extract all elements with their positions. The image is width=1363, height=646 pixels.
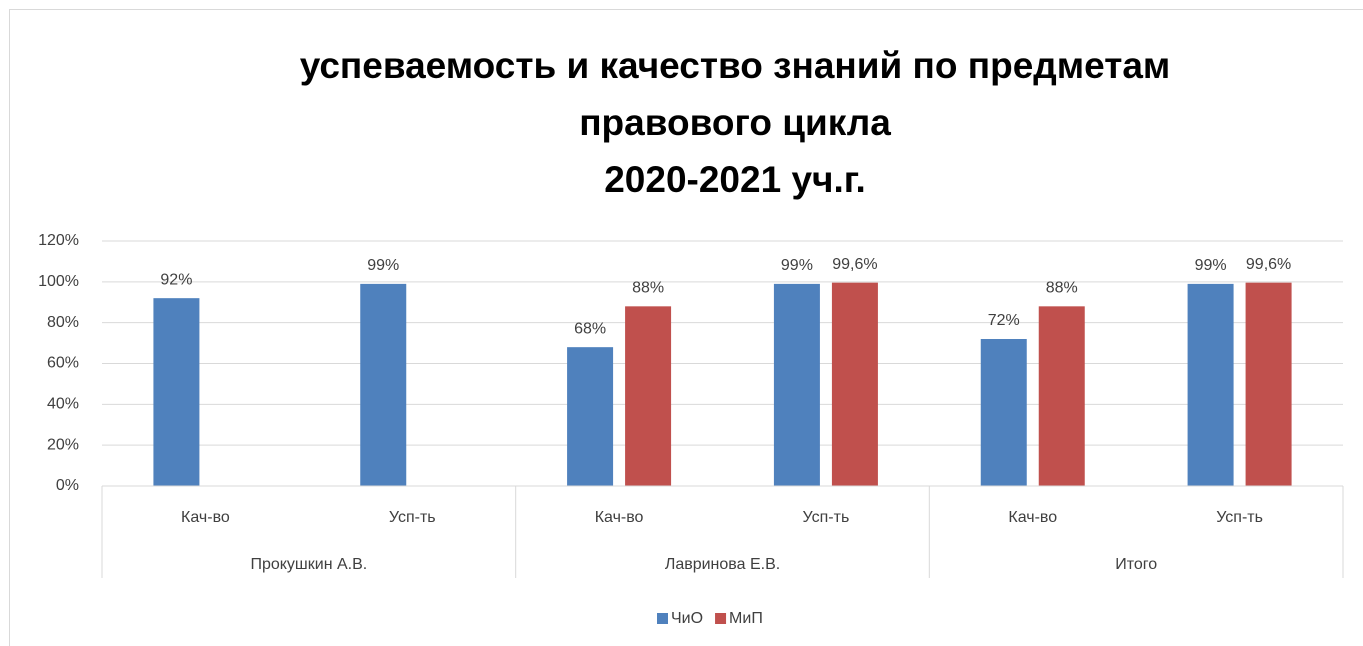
bar bbox=[625, 306, 672, 486]
y-tick-label: 100% bbox=[38, 273, 79, 290]
chart-title: успеваемость и качество знаний по предме… bbox=[300, 45, 1171, 86]
bar bbox=[831, 282, 878, 486]
data-label: 99% bbox=[367, 257, 399, 274]
data-label: 68% bbox=[574, 320, 606, 337]
legend-label: МиП bbox=[729, 610, 763, 627]
bar bbox=[360, 283, 407, 486]
y-tick-label: 40% bbox=[47, 396, 79, 413]
bar bbox=[1187, 283, 1234, 486]
data-label: 99,6% bbox=[832, 256, 877, 273]
chart-border bbox=[9, 9, 1363, 646]
legend-swatch bbox=[715, 613, 727, 624]
legend-swatch bbox=[657, 613, 668, 624]
y-tick-label: 80% bbox=[47, 314, 79, 331]
x-tick-label: Кач-во bbox=[181, 509, 230, 526]
group-label: Прокушкин А.В. bbox=[250, 556, 367, 573]
x-tick-label: Кач-во bbox=[1008, 509, 1057, 526]
data-label: 72% bbox=[988, 312, 1020, 329]
data-label: 99% bbox=[781, 257, 813, 274]
x-tick-label: Усп-ть bbox=[803, 509, 850, 526]
group-label: Итого bbox=[1115, 556, 1157, 573]
x-tick-label: Кач-во bbox=[595, 509, 644, 526]
chart-title: правового цикла bbox=[579, 102, 891, 143]
bar bbox=[1038, 306, 1085, 486]
data-label: 99,6% bbox=[1246, 256, 1291, 273]
data-label: 88% bbox=[1046, 280, 1078, 297]
legend-label: ЧиО bbox=[671, 610, 703, 627]
bar bbox=[773, 283, 820, 486]
group-label: Лавринова Е.В. bbox=[665, 556, 780, 573]
data-label: 88% bbox=[632, 280, 664, 297]
bar bbox=[980, 339, 1027, 486]
y-tick-label: 0% bbox=[56, 477, 79, 494]
bar bbox=[567, 347, 614, 486]
y-tick-label: 20% bbox=[47, 436, 79, 453]
data-label: 92% bbox=[160, 271, 192, 288]
x-tick-label: Усп-ть bbox=[1216, 509, 1263, 526]
data-label: 99% bbox=[1195, 257, 1227, 274]
x-tick-label: Усп-ть bbox=[389, 509, 436, 526]
chart-title: 2020-2021 уч.г. bbox=[604, 159, 866, 200]
y-tick-label: 60% bbox=[47, 355, 79, 372]
bar bbox=[1245, 282, 1292, 486]
y-tick-label: 120% bbox=[38, 232, 79, 249]
bar bbox=[153, 298, 200, 486]
